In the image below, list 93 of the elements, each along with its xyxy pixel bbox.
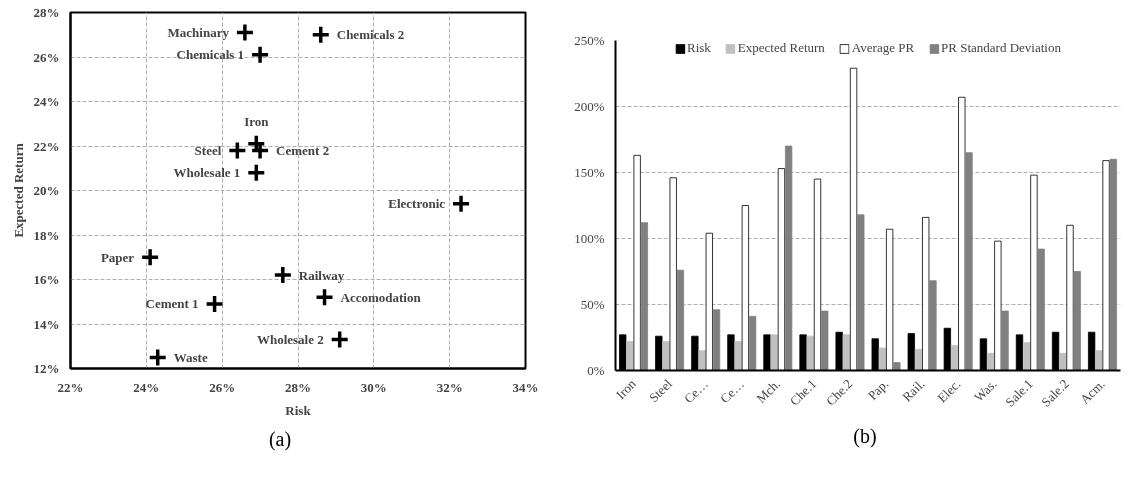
bar [734,341,742,371]
x-tick-label: 30% [360,379,387,395]
x-tick-label: Iron [612,375,640,403]
legend-label: Risk [687,40,711,56]
x-tick-label: 22% [57,379,84,395]
x-tick-label: Ce… [680,376,711,407]
x-tick-label: 32% [436,379,463,395]
y-tick-label: 20% [33,183,60,198]
annotation: Electronic [388,196,446,212]
point [204,294,225,314]
y-tick-label: 50% [580,297,605,312]
annotation: Steel [194,142,222,158]
bar [987,352,995,371]
bar [676,269,685,371]
bar [1095,350,1103,371]
annotation: Waste [173,349,208,365]
annotation: Cement 2 [276,142,330,158]
y-tick-label: 200% [574,99,605,114]
annotation: Chemicals 2 [336,27,405,43]
y-tick-label: 16% [33,272,60,287]
text: (a) [268,427,292,453]
point [147,347,168,368]
y-tick-label: 18% [33,227,60,243]
point [250,45,270,65]
annotation: Railway [298,267,345,283]
y-tick-label: 24% [33,94,60,109]
annotation: Cement 1 [145,296,199,312]
point [311,25,331,45]
point [227,140,248,161]
point [451,194,471,214]
bar [626,341,634,371]
bar [640,222,648,371]
point [314,287,335,308]
legend-label: Average PR [851,40,915,56]
bar [821,310,829,371]
y-tick-label: 100% [574,231,605,246]
bar [1073,271,1081,371]
bar [1059,352,1067,371]
bar [965,152,973,371]
bar [1023,342,1031,371]
bar [929,280,937,371]
x-axis-title: Risk [285,402,312,418]
x-tick-label: 24% [133,379,160,395]
text: (b) [853,424,877,449]
bar [914,348,923,371]
bar [698,350,706,371]
x-tick-label: 28% [285,379,311,395]
bar [878,347,887,371]
annotation: Accomodation [340,289,422,305]
bar [806,335,814,371]
annotation: Wholesale 2 [256,332,324,348]
bar [748,315,757,371]
bar [785,145,793,371]
annotation: Machinary [167,25,230,41]
annotation: Paper [100,249,135,265]
x-tick-label: Was. [971,376,1000,405]
x-tick-label: Elec. [934,376,964,406]
legend-label: PR Standard Deviation [941,40,1061,56]
y-tick-label: 150% [574,165,605,180]
bar [842,334,850,371]
bar [893,362,901,371]
annotation: Iron [244,114,270,130]
bar [662,341,670,371]
bar [950,345,959,371]
point [140,247,160,267]
annotation: Chemicals 1 [176,47,245,63]
bar [1001,310,1009,371]
y-tick-label: 12% [33,361,60,376]
point [246,162,267,183]
y-tick-label: 28% [33,5,60,20]
y-tick-label: 22% [33,138,60,154]
y-tick-label: 0% [587,363,605,378]
y-tick-label: 250% [574,33,605,48]
legend-label: Expected Return [737,40,825,56]
x-tick-label: Ce… [717,376,748,407]
bar [770,334,778,371]
x-tick-label: Acm. [1076,376,1108,407]
annotation: Wholesale 1 [173,165,241,181]
y-tick-label: 26% [33,49,60,65]
bar [1109,158,1117,371]
point [273,265,293,285]
point [329,329,350,350]
y-axis-title: Expected Return [10,142,26,238]
y-tick-label: 14% [33,316,60,332]
x-tick-label: Mch. [753,376,784,406]
x-tick-label: 34% [512,379,539,395]
x-tick-label: Rail. [899,376,928,405]
bar [857,214,865,371]
bar [1037,248,1045,371]
x-tick-label: Pap. [864,376,892,403]
point [235,22,255,43]
bar [712,309,721,371]
x-tick-label: 26% [209,379,236,395]
